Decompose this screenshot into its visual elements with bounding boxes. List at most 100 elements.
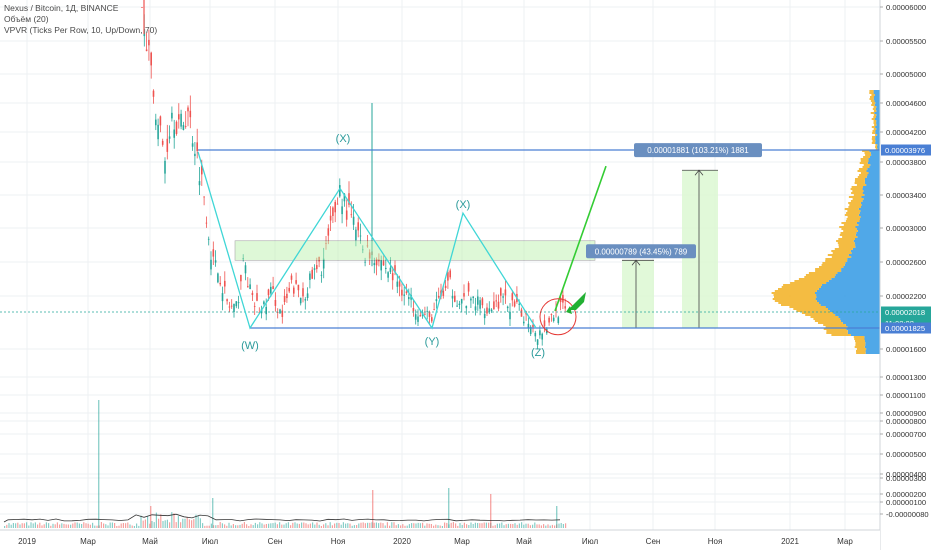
volume-bar (197, 515, 199, 528)
vpvr-row-down (864, 152, 871, 154)
candle-body (345, 210, 348, 220)
volume-bar (523, 524, 525, 528)
volume-bar (518, 523, 520, 528)
vpvr-row-up (861, 204, 880, 206)
vpvr-row-up (865, 352, 880, 354)
vpvr-row-up (858, 208, 880, 210)
volume-bar (160, 514, 162, 528)
vpvr-row-up (875, 140, 880, 142)
candle-body (502, 296, 504, 298)
volume-bar (114, 523, 116, 528)
vpvr-row-up (875, 130, 880, 132)
volume-bar (446, 522, 448, 528)
vpvr-row-down (855, 342, 866, 344)
y-tick-label-3: 0.00004600 (886, 99, 926, 108)
candle-body (541, 333, 543, 340)
vpvr-row-down (852, 198, 864, 200)
volume-bar (433, 525, 435, 528)
volume-bar (191, 520, 193, 528)
symbol-title[interactable]: Nexus / Bitcoin, 1Д, BINANCE (4, 3, 119, 13)
volume-layer (3, 400, 567, 528)
vpvr-row-down (838, 244, 856, 246)
candle-body (320, 274, 323, 276)
vpvr-row-up (858, 214, 880, 216)
volume-bar (63, 523, 65, 528)
vpvr-row-up (870, 152, 880, 154)
candle-body (532, 324, 534, 328)
volume-indicator-label[interactable]: Объём (20) (4, 14, 49, 24)
volume-bar (272, 523, 274, 528)
candle-body (564, 306, 566, 309)
vpvr-row-down (854, 182, 865, 184)
volume-bar (219, 522, 221, 528)
vpvr-row-down (859, 174, 868, 176)
candle-body (481, 298, 484, 306)
candle-body (293, 287, 295, 294)
y-tick-label-6: 0.00003400 (886, 191, 926, 200)
vpvr-row-down (844, 214, 859, 216)
volume-bar (56, 522, 58, 528)
price-badge-text-0: 0.00003976 (885, 146, 925, 155)
vpvr-row-down (773, 294, 817, 296)
vpvr-row-down (825, 326, 848, 328)
candle-body (290, 275, 293, 280)
y-tick-label-8: 0.00002600 (886, 258, 926, 267)
vpvr-row-down (822, 262, 846, 264)
volume-bar (479, 523, 481, 528)
volume-bar (554, 525, 556, 528)
candle-body (281, 310, 284, 317)
y-tick-label-0: 0.00006000 (886, 3, 926, 12)
candle-body (260, 309, 263, 314)
volume-bar (151, 521, 153, 528)
volume-bar (463, 522, 465, 528)
candle-body (161, 140, 164, 145)
candle-body (396, 281, 399, 287)
vpvr-row-up (846, 328, 880, 330)
vpvr-row-up (859, 220, 880, 222)
volume-bar (230, 525, 232, 528)
vpvr-row-down (863, 156, 870, 158)
volume-bar (305, 523, 307, 528)
vpvr-row-up (859, 218, 880, 220)
volume-bar (17, 522, 19, 528)
vpvr-row-down (848, 206, 861, 208)
candle-body (295, 280, 297, 284)
volume-bar (173, 513, 175, 528)
vpvr-row-up (828, 308, 880, 310)
vpvr-row-up (814, 292, 880, 294)
vpvr-row-down (850, 188, 863, 190)
vpvr-row-down (826, 332, 848, 334)
volume-bar (34, 522, 36, 528)
vpvr-row-up (838, 316, 880, 318)
vpvr-row-down (862, 166, 870, 168)
candle-body (279, 309, 281, 314)
vpvr-row-up (851, 252, 880, 254)
volume-bar (87, 523, 89, 528)
volume-bar (94, 525, 96, 528)
candle-body (483, 313, 486, 319)
volume-bar (131, 525, 133, 528)
volume-bar (32, 523, 34, 528)
vpvr-row-up (873, 98, 880, 100)
candle-body (449, 270, 451, 278)
candle-body (352, 216, 355, 225)
candle-body (493, 301, 495, 309)
candle-body (302, 288, 304, 297)
vpvr-row-up (861, 206, 880, 208)
volume-bar (237, 525, 239, 528)
vpvr-row-down (871, 94, 875, 96)
vpvr-row-down (855, 344, 866, 346)
vpvr-row-down (851, 192, 863, 194)
volume-bar (261, 523, 263, 528)
candle-body (405, 291, 408, 294)
vpvr-row-up (876, 110, 880, 112)
volume-bar (162, 521, 164, 528)
candle-body (270, 286, 272, 294)
vpvr-indicator-label[interactable]: VPVR (Ticks Per Row, 10, Up/Down, 70) (4, 25, 158, 35)
vpvr-row-up (868, 160, 880, 162)
candle-body (523, 321, 525, 324)
candle-body (479, 300, 481, 309)
candle-body (539, 330, 541, 336)
candle-body (536, 339, 539, 345)
